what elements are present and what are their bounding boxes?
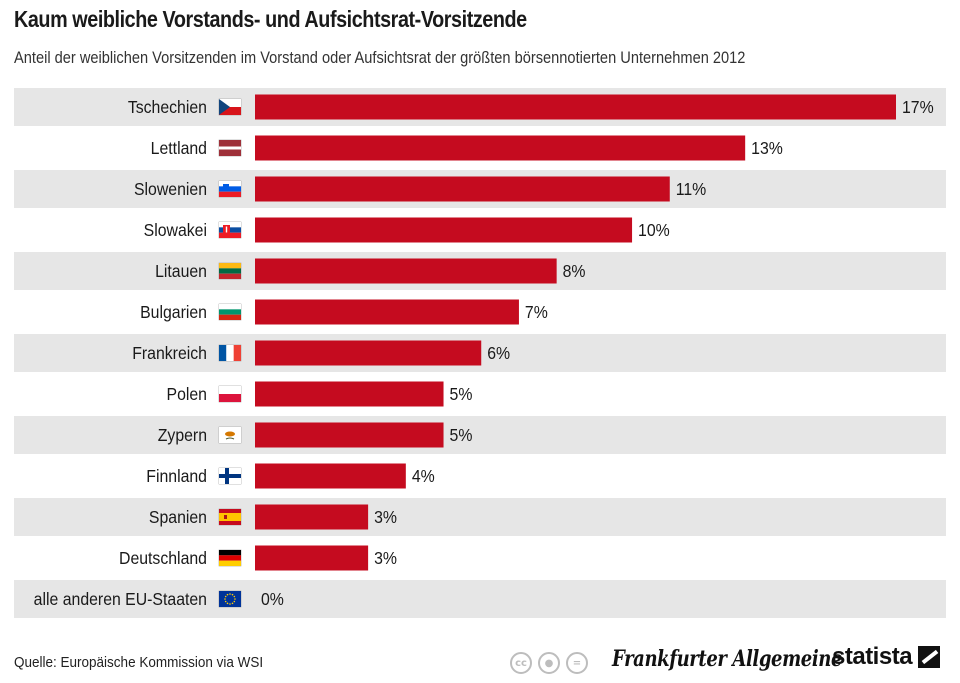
chart-row: Zypern 5% xyxy=(14,416,946,454)
bar xyxy=(255,381,444,407)
row-band xyxy=(14,580,946,618)
chart-title: Kaum weibliche Vorstands- und Aufsichtsr… xyxy=(14,6,527,32)
value-label: 5% xyxy=(450,425,473,445)
bar xyxy=(255,545,369,571)
chart-row: Spanien 3% xyxy=(14,498,946,536)
flag-france-icon xyxy=(218,344,242,362)
chart-row: Lettland 13% xyxy=(151,135,783,161)
value-label: 10% xyxy=(638,220,670,240)
category-label: Tschechien xyxy=(128,97,207,117)
category-label: Litauen xyxy=(155,261,207,281)
flag-germany-icon xyxy=(218,549,242,567)
bar xyxy=(255,422,444,448)
flag-poland-icon xyxy=(218,385,242,403)
statista-logo: statista xyxy=(832,643,941,671)
chart-row: Deutschland 3% xyxy=(119,545,397,571)
chart-row: Bulgarien 7% xyxy=(140,299,548,325)
category-label: Polen xyxy=(167,384,207,404)
flag-cyprus-icon xyxy=(218,426,242,444)
flag-finland-icon xyxy=(218,467,242,485)
flag-spain-icon xyxy=(218,508,242,526)
bar xyxy=(255,463,406,489)
category-label: Deutschland xyxy=(119,548,207,568)
value-label: 0% xyxy=(261,589,284,609)
category-label: Slowenien xyxy=(134,179,207,199)
chart-row: Slowakei 10% xyxy=(144,217,670,243)
value-label: 5% xyxy=(450,384,473,404)
category-label: Spanien xyxy=(149,507,207,527)
flag-slovakia-icon xyxy=(218,221,242,239)
category-label: Bulgarien xyxy=(140,302,207,322)
bar xyxy=(255,504,369,530)
bar xyxy=(255,299,519,325)
category-label: Zypern xyxy=(158,425,207,445)
value-label: 17% xyxy=(902,97,934,117)
bar xyxy=(255,135,746,161)
flag-czech-icon xyxy=(218,98,242,116)
bar xyxy=(255,94,896,120)
publisher-logo: Frankfurter Allgemeine xyxy=(612,646,843,672)
cc-icon: cc xyxy=(510,652,532,674)
row-band xyxy=(14,498,946,536)
flag-slovenia-icon xyxy=(218,180,242,198)
bar xyxy=(255,217,633,243)
chart-subtitle: Anteil der weiblichen Vorsitzenden im Vo… xyxy=(14,48,746,67)
no-derivatives-icon: = xyxy=(566,652,588,674)
value-label: 13% xyxy=(751,138,783,158)
category-label: Frankreich xyxy=(132,343,207,363)
category-label: Slowakei xyxy=(144,220,207,240)
flag-lithuania-icon xyxy=(218,262,242,280)
chart-row: alle anderen EU-Staaten 0% xyxy=(14,580,946,618)
category-label: Finnland xyxy=(146,466,207,486)
value-label: 4% xyxy=(412,466,435,486)
chart-row: Slowenien 11% xyxy=(14,170,946,208)
row-band xyxy=(14,416,946,454)
value-label: 8% xyxy=(563,261,586,281)
category-label: Lettland xyxy=(151,138,207,158)
category-label: alle anderen EU-Staaten xyxy=(34,589,207,609)
license-icons: cc ● = xyxy=(510,652,588,674)
value-label: 3% xyxy=(374,548,397,568)
bar xyxy=(255,340,482,366)
value-label: 11% xyxy=(676,179,707,199)
value-label: 3% xyxy=(374,507,397,527)
source-note: Quelle: Europäische Kommission via WSI xyxy=(14,654,264,671)
flag-eu-icon xyxy=(218,590,242,608)
flag-latvia-icon xyxy=(218,139,242,157)
value-label: 6% xyxy=(487,343,510,363)
chart-row: Finnland 4% xyxy=(146,463,435,489)
bar-chart: Tschechien 17%Lettland 13%Slowenien 11%Slow… xyxy=(14,88,946,618)
bar xyxy=(255,258,557,284)
attribution-icon: ● xyxy=(538,652,560,674)
flag-bulgaria-icon xyxy=(218,303,242,321)
chart-row: Polen 5% xyxy=(167,381,473,407)
bar xyxy=(255,176,670,202)
value-label: 7% xyxy=(525,302,548,322)
statista-mark-icon xyxy=(918,646,941,668)
chart-row: Tschechien 17% xyxy=(14,88,946,126)
chart-row: Frankreich 6% xyxy=(14,334,946,372)
chart-row: Litauen 8% xyxy=(14,252,946,290)
statista-wordmark: statista xyxy=(832,643,913,670)
